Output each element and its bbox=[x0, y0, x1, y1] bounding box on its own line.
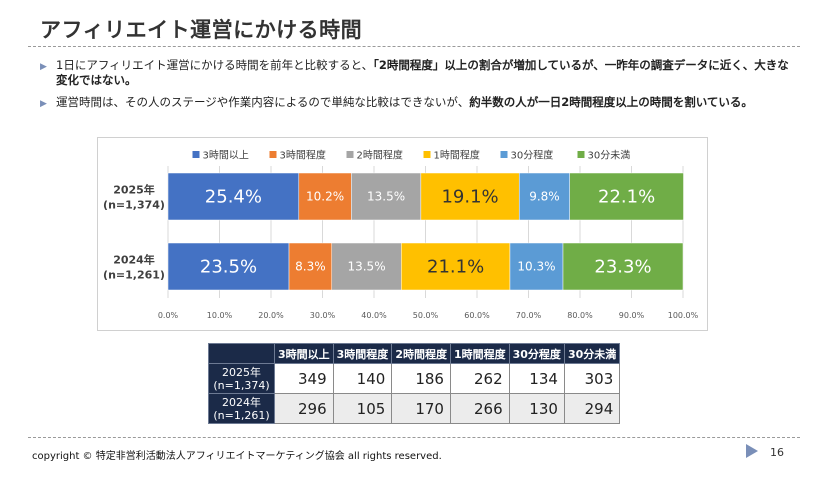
copyright-notice: copyright © 特定非営利活動法人アフィリエイトマーケティング協会 al… bbox=[32, 451, 442, 462]
legend-label: 3時間以上 bbox=[203, 150, 249, 162]
table-corner-cell bbox=[208, 343, 275, 364]
bar-segment bbox=[167, 242, 290, 291]
row-year: 2024年 bbox=[222, 395, 261, 409]
legend-swatch bbox=[346, 151, 354, 158]
data-label: 13.5% bbox=[347, 260, 385, 274]
title-divider bbox=[28, 46, 800, 47]
table-cell: 186 bbox=[391, 363, 451, 394]
bar-segment bbox=[288, 242, 333, 291]
table-row: 2024年 (n=1,261) 296 105 170 266 130 294 bbox=[208, 393, 621, 424]
chart-frame: 0.0% 10.0% 20.0% 30.0% 40.0% 50.0% 60.0% 70.0% 8… bbox=[97, 137, 708, 331]
table-cell: 140 bbox=[332, 363, 393, 394]
bullet-emphasis: 「2時間程度」以上の割合が増加しているが、一昨年の調査データに近く、大きな変化で… bbox=[56, 58, 789, 87]
x-tick-label: 90.0% bbox=[619, 311, 645, 320]
table-header-row: 3時間以上 3時間程度 2時間程度 1時間程度 30分程度 30分未満 bbox=[208, 343, 621, 364]
bar-segment bbox=[562, 242, 684, 291]
row-sample-size: (n=1,261) bbox=[213, 408, 270, 422]
legend-swatch bbox=[269, 151, 277, 158]
data-label: 13.5% bbox=[367, 190, 405, 204]
table-cell: 105 bbox=[332, 393, 393, 424]
x-tick-label: 0.0% bbox=[158, 311, 179, 320]
legend-swatch bbox=[500, 151, 508, 158]
triangle-bullet-icon: ▶ bbox=[40, 62, 47, 72]
x-tick-label: 70.0% bbox=[516, 311, 542, 320]
bullet-text: 運営時間は、その人のステージや作業内容によるので単純な比較はできないが、 bbox=[56, 95, 470, 109]
table-header-cell: 3時間程度 bbox=[332, 343, 393, 364]
data-label: 10.2% bbox=[306, 190, 344, 204]
category-sample-size: (n=1,261) bbox=[103, 269, 165, 282]
x-tick-label: 80.0% bbox=[567, 311, 593, 320]
category-sample-size: (n=1,374) bbox=[103, 199, 165, 212]
bullet-list: ▶ 1日にアフィリエイト運営にかける時間を前年と比較すると、「2時間程度」以上の… bbox=[40, 58, 800, 117]
table-cell: 170 bbox=[391, 393, 451, 424]
page-title: アフィリエイト運営にかける時間 bbox=[40, 18, 363, 42]
legend-swatch bbox=[192, 151, 200, 158]
table-header-cell: 30分未満 bbox=[563, 343, 621, 364]
legend-swatch bbox=[577, 151, 585, 158]
data-label: 21.1% bbox=[427, 257, 484, 278]
x-tick-label: 50.0% bbox=[413, 311, 439, 320]
bar-segment bbox=[331, 242, 402, 291]
legend-swatch bbox=[423, 151, 431, 158]
bar-segment bbox=[569, 172, 684, 221]
bullet-item: ▶ 運営時間は、その人のステージや作業内容によるので単純な比較はできないが、約半… bbox=[40, 95, 800, 110]
bullet-text: 1日にアフィリエイト運営にかける時間を前年と比較すると、 bbox=[56, 58, 374, 72]
table-cell: 294 bbox=[563, 393, 621, 424]
bullet-emphasis: 約半数の人が一日2時間程度以上の時間を割いている。 bbox=[469, 95, 753, 109]
footer-divider bbox=[28, 437, 800, 438]
data-label: 22.1% bbox=[598, 187, 655, 208]
bullet-item: ▶ 1日にアフィリエイト運営にかける時間を前年と比較すると、「2時間程度」以上の… bbox=[40, 58, 800, 88]
table-cell: 296 bbox=[274, 393, 334, 424]
bar-segment bbox=[420, 172, 520, 221]
category-label: 2025年 bbox=[113, 183, 155, 197]
table-row-label: 2025年 (n=1,374) bbox=[208, 363, 275, 394]
table-cell: 266 bbox=[449, 393, 510, 424]
legend-label: 30分未満 bbox=[588, 150, 631, 162]
table-cell: 262 bbox=[449, 363, 510, 394]
data-label: 8.3% bbox=[295, 260, 326, 274]
bar-segment bbox=[518, 172, 570, 221]
legend-label: 3時間程度 bbox=[280, 149, 326, 162]
data-label: 23.3% bbox=[594, 257, 651, 278]
bar-segment bbox=[509, 242, 564, 291]
x-tick-label: 60.0% bbox=[464, 311, 490, 320]
row-year: 2025年 bbox=[222, 365, 261, 379]
x-tick-label: 40.0% bbox=[361, 311, 387, 320]
x-tick-label: 30.0% bbox=[310, 311, 336, 320]
data-label: 19.1% bbox=[441, 187, 498, 208]
table-cell: 134 bbox=[508, 363, 565, 394]
bar-segment bbox=[167, 172, 300, 221]
table-header-cell: 2時間程度 bbox=[391, 343, 451, 364]
category-label: 2024年 bbox=[113, 253, 155, 267]
table-header-cell: 30分程度 bbox=[508, 343, 565, 364]
legend-label: 30分程度 bbox=[511, 149, 554, 162]
next-slide-arrow-icon[interactable] bbox=[746, 444, 758, 458]
bar-segment bbox=[351, 172, 422, 221]
bar-segment bbox=[298, 172, 352, 221]
data-label: 23.5% bbox=[200, 257, 257, 278]
data-label: 25.4% bbox=[205, 187, 262, 208]
x-tick-label: 100.0% bbox=[668, 311, 699, 320]
legend-label: 1時間程度 bbox=[434, 149, 480, 162]
table-row-label: 2024年 (n=1,261) bbox=[208, 393, 275, 424]
table-cell: 130 bbox=[508, 393, 565, 424]
bar-segment bbox=[401, 242, 511, 291]
page-number: 16 bbox=[770, 446, 784, 459]
triangle-bullet-icon: ▶ bbox=[40, 99, 47, 109]
legend-label: 2時間程度 bbox=[357, 149, 403, 162]
table-cell: 349 bbox=[274, 363, 334, 394]
table-cell: 303 bbox=[563, 363, 621, 394]
data-label: 10.3% bbox=[517, 260, 555, 274]
stacked-bar-chart: 0.0% 10.0% 20.0% 30.0% 40.0% 50.0% 60.0% 70.0% 8… bbox=[103, 149, 699, 321]
row-sample-size: (n=1,374) bbox=[213, 378, 270, 392]
x-tick-label: 20.0% bbox=[258, 311, 284, 320]
table-header-cell: 1時間程度 bbox=[449, 343, 510, 364]
table-header-cell: 3時間以上 bbox=[274, 343, 334, 364]
count-table: 3時間以上 3時間程度 2時間程度 1時間程度 30分程度 30分未満 2025… bbox=[208, 343, 621, 424]
x-tick-label: 10.0% bbox=[207, 311, 233, 320]
table-row: 2025年 (n=1,374) 349 140 186 262 134 303 bbox=[208, 363, 621, 394]
data-label: 9.8% bbox=[529, 190, 560, 204]
